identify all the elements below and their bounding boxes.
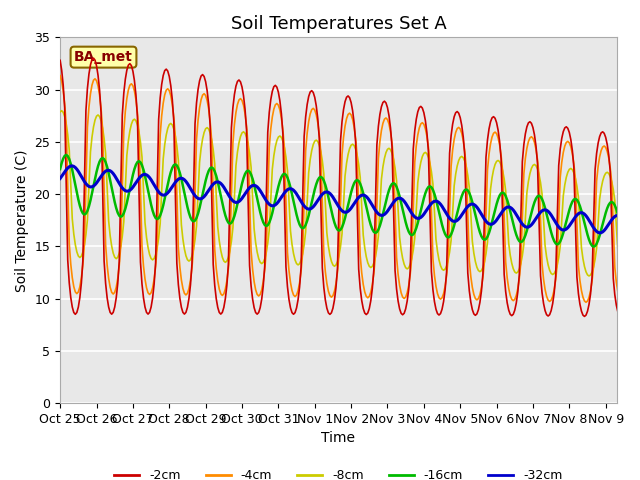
Text: BA_met: BA_met — [74, 50, 133, 64]
Title: Soil Temperatures Set A: Soil Temperatures Set A — [230, 15, 446, 33]
Legend: -2cm, -4cm, -8cm, -16cm, -32cm: -2cm, -4cm, -8cm, -16cm, -32cm — [109, 464, 568, 480]
Y-axis label: Soil Temperature (C): Soil Temperature (C) — [15, 149, 29, 291]
X-axis label: Time: Time — [321, 432, 355, 445]
